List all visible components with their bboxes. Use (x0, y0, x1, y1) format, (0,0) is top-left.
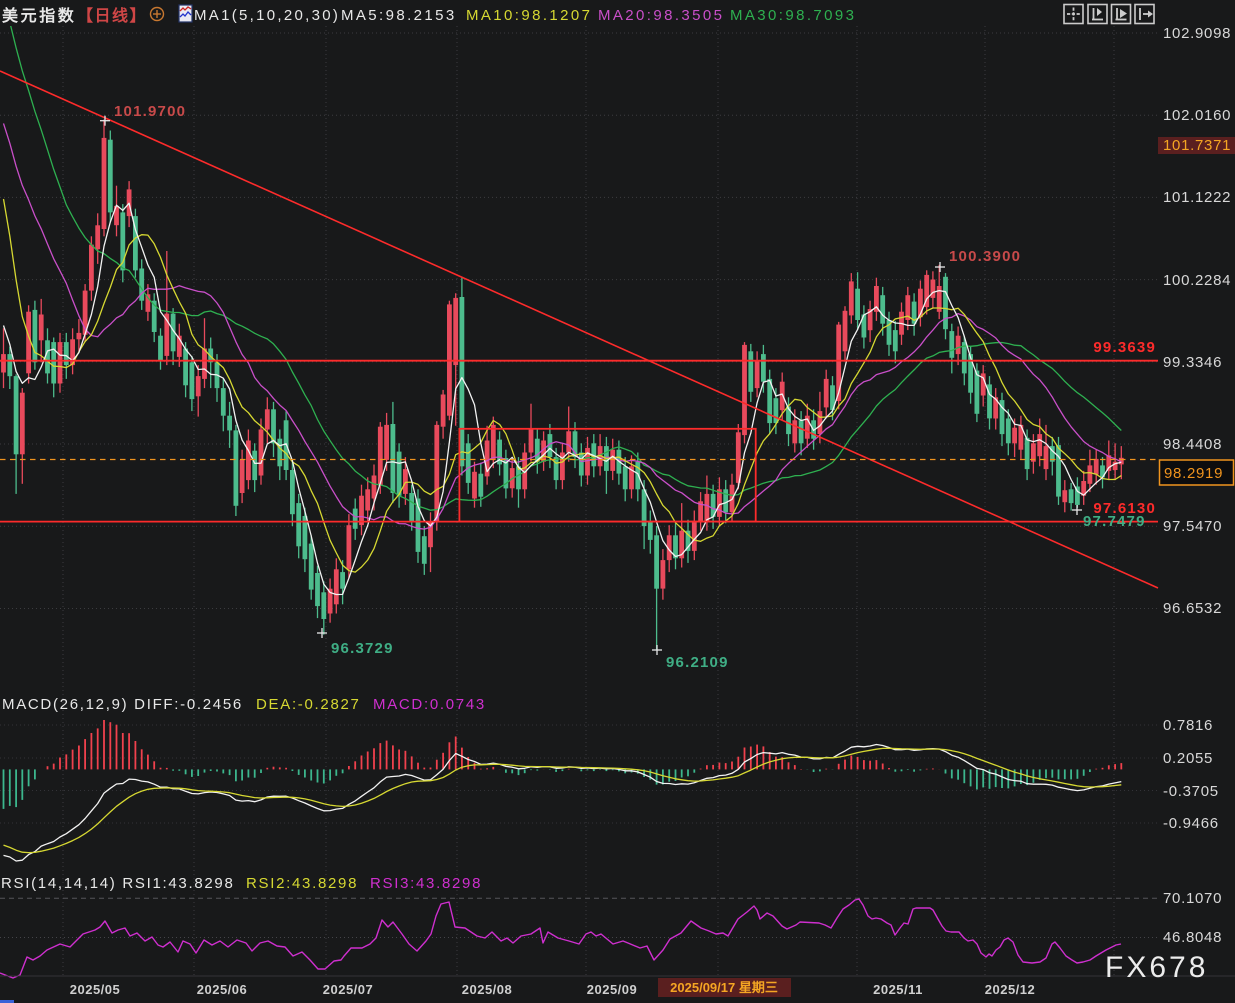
svg-text:100.2284: 100.2284 (1163, 272, 1231, 289)
svg-text:2025/06: 2025/06 (197, 982, 248, 997)
svg-text:RSI(14,14,14) RSI1:43.8298: RSI(14,14,14) RSI1:43.8298 (1, 875, 235, 892)
svg-text:MA1(5,10,20,30): MA1(5,10,20,30) (194, 7, 340, 24)
svg-text:-0.3705: -0.3705 (1163, 783, 1219, 800)
svg-text:MA30:98.7093: MA30:98.7093 (730, 7, 856, 24)
svg-text:99.3639: 99.3639 (1093, 339, 1156, 356)
svg-text:102.9098: 102.9098 (1163, 25, 1231, 42)
svg-text:2025/08: 2025/08 (462, 982, 513, 997)
svg-text:2025/07: 2025/07 (323, 982, 374, 997)
svg-text:RSI2:43.8298: RSI2:43.8298 (246, 875, 358, 892)
svg-text:DEA:-0.2827: DEA:-0.2827 (256, 696, 361, 713)
svg-text:97.6130: 97.6130 (1093, 500, 1156, 517)
svg-text:MACD(26,12,9) DIFF:-0.2456: MACD(26,12,9) DIFF:-0.2456 (2, 696, 243, 713)
svg-text:0.7816: 0.7816 (1163, 717, 1213, 734)
svg-text:【日线】: 【日线】 (77, 6, 147, 25)
svg-text:102.0160: 102.0160 (1163, 107, 1231, 124)
svg-text:96.6532: 96.6532 (1163, 600, 1222, 617)
svg-text:97.7479: 97.7479 (1083, 513, 1146, 530)
svg-text:100.3900: 100.3900 (949, 248, 1021, 265)
svg-text:2025/11: 2025/11 (873, 982, 923, 997)
svg-text:MACD:0.0743: MACD:0.0743 (373, 696, 486, 713)
svg-text:-0.9466: -0.9466 (1163, 815, 1219, 832)
svg-text:101.9700: 101.9700 (114, 103, 186, 120)
svg-text:98.4408: 98.4408 (1163, 436, 1222, 453)
svg-text:RSI3:43.8298: RSI3:43.8298 (370, 875, 482, 892)
svg-text:MA5:98.2153: MA5:98.2153 (341, 7, 457, 24)
svg-text:101.1222: 101.1222 (1163, 189, 1231, 206)
svg-text:MA10:98.1207: MA10:98.1207 (466, 7, 592, 24)
svg-text:98.2919: 98.2919 (1164, 465, 1223, 482)
svg-text:46.8048: 46.8048 (1163, 929, 1222, 946)
svg-text:96.3729: 96.3729 (331, 640, 394, 657)
svg-text:2025/09: 2025/09 (587, 982, 638, 997)
svg-text:97.5470: 97.5470 (1163, 518, 1222, 535)
svg-text:FX678: FX678 (1105, 951, 1208, 984)
svg-text:99.3346: 99.3346 (1163, 354, 1222, 371)
svg-text:96.2109: 96.2109 (666, 654, 729, 671)
svg-text:101.7371: 101.7371 (1163, 137, 1231, 154)
svg-text:2025/12: 2025/12 (985, 982, 1036, 997)
svg-text:美元指数: 美元指数 (2, 6, 76, 25)
svg-text:0.2055: 0.2055 (1163, 750, 1213, 767)
svg-text:2025/05: 2025/05 (70, 982, 121, 997)
svg-text:2025/09/17 星期三: 2025/09/17 星期三 (670, 980, 778, 995)
svg-text:70.1070: 70.1070 (1163, 890, 1222, 907)
svg-text:MA20:98.3505: MA20:98.3505 (598, 7, 724, 24)
